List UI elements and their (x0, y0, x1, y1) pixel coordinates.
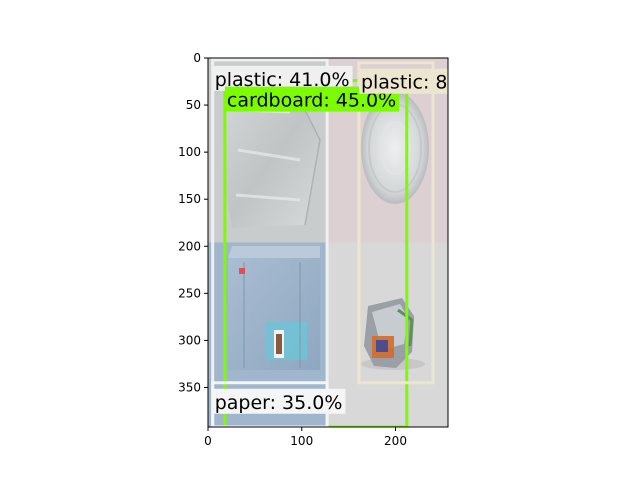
detection-label: cardboard: 45.0% (227, 90, 396, 112)
x-tick-label: 0 (204, 434, 212, 448)
y-tick-label: 250 (178, 286, 201, 300)
detection-label: paper: 35.0% (215, 392, 343, 414)
detection-labels: plastic: 41.0%cardboard: 45.0%plastic: 8… (212, 65, 448, 414)
detection-label-group: paper: 35.0% (212, 388, 346, 414)
y-axis-ticks: 0 50 100 150 200 250 300 350 (178, 51, 208, 394)
detection-label-background (212, 388, 346, 414)
y-tick-label: 200 (178, 239, 201, 253)
detection-label: plastic: 41.0% (215, 69, 350, 91)
cardboard-box-object (228, 246, 320, 370)
detection-label-group: cardboard: 45.0% (224, 86, 400, 112)
y-tick-label: 350 (178, 380, 201, 394)
plastic-bag-object (222, 95, 321, 228)
y-tick-label: 300 (178, 333, 201, 347)
crushed-can-object (361, 298, 425, 370)
photo-image: plastic: 41.0%cardboard: 45.0%plastic: 8… (208, 58, 448, 427)
detection-label-background (358, 68, 448, 94)
y-tick-label: 50 (186, 98, 201, 112)
detection-label-group: plastic: 8 (358, 68, 448, 94)
x-axis-ticks: 0 100 200 (204, 427, 407, 448)
x-tick-label: 200 (384, 434, 407, 448)
x-tick-label: 100 (290, 434, 313, 448)
detection-label: plastic: 8 (361, 72, 448, 94)
y-tick-label: 0 (193, 51, 201, 65)
y-tick-label: 150 (178, 192, 201, 206)
y-tick-label: 100 (178, 145, 201, 159)
axes-frame (207, 57, 449, 428)
detection-box (357, 61, 435, 385)
